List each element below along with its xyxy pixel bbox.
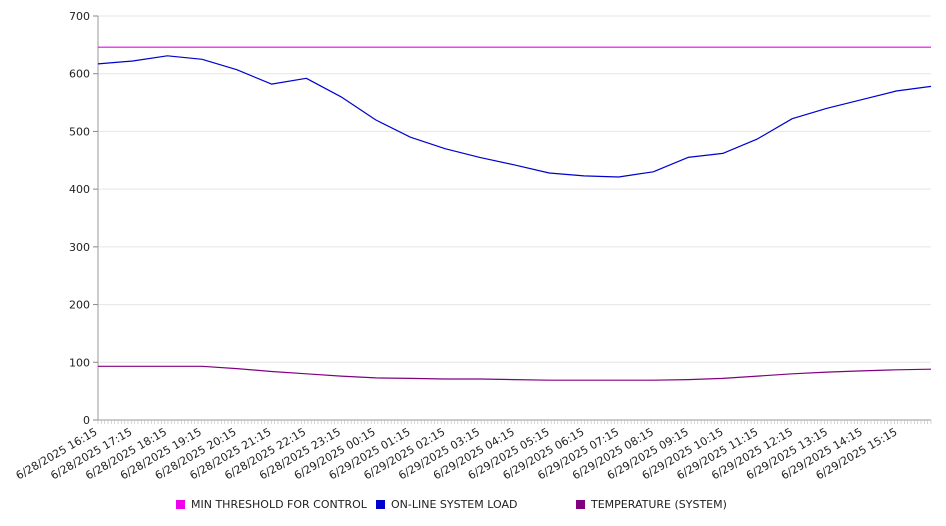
y-tick-label: 600	[69, 68, 90, 81]
legend-swatch-min-threshold	[176, 500, 185, 509]
series-line-temperature	[98, 365, 932, 381]
legend-label-temperature: TEMPERATURE (SYSTEM)	[591, 498, 727, 511]
y-tick-label: 200	[69, 299, 90, 312]
legend-label-system-load: ON-LINE SYSTEM LOAD	[391, 498, 518, 511]
legend-item-temperature: TEMPERATURE (SYSTEM)	[576, 498, 727, 511]
y-tick-label: 100	[69, 356, 90, 369]
series-line-system-load	[97, 55, 932, 178]
y-tick-label: 300	[69, 241, 90, 254]
legend-item-system-load: ON-LINE SYSTEM LOAD	[376, 498, 517, 511]
legend-swatch-temperature	[576, 500, 585, 509]
legend-label-min-threshold: MIN THRESHOLD FOR CONTROL	[191, 498, 367, 511]
y-tick-label: 400	[69, 183, 90, 196]
legend: MIN THRESHOLD FOR CONTROL ON-LINE SYSTEM…	[0, 498, 946, 514]
y-tick-label: 700	[69, 10, 90, 23]
y-tick-label: 500	[69, 125, 90, 138]
legend-item-min-threshold: MIN THRESHOLD FOR CONTROL	[176, 498, 367, 511]
y-tick-label: 0	[83, 414, 90, 427]
legend-swatch-system-load	[376, 500, 385, 509]
